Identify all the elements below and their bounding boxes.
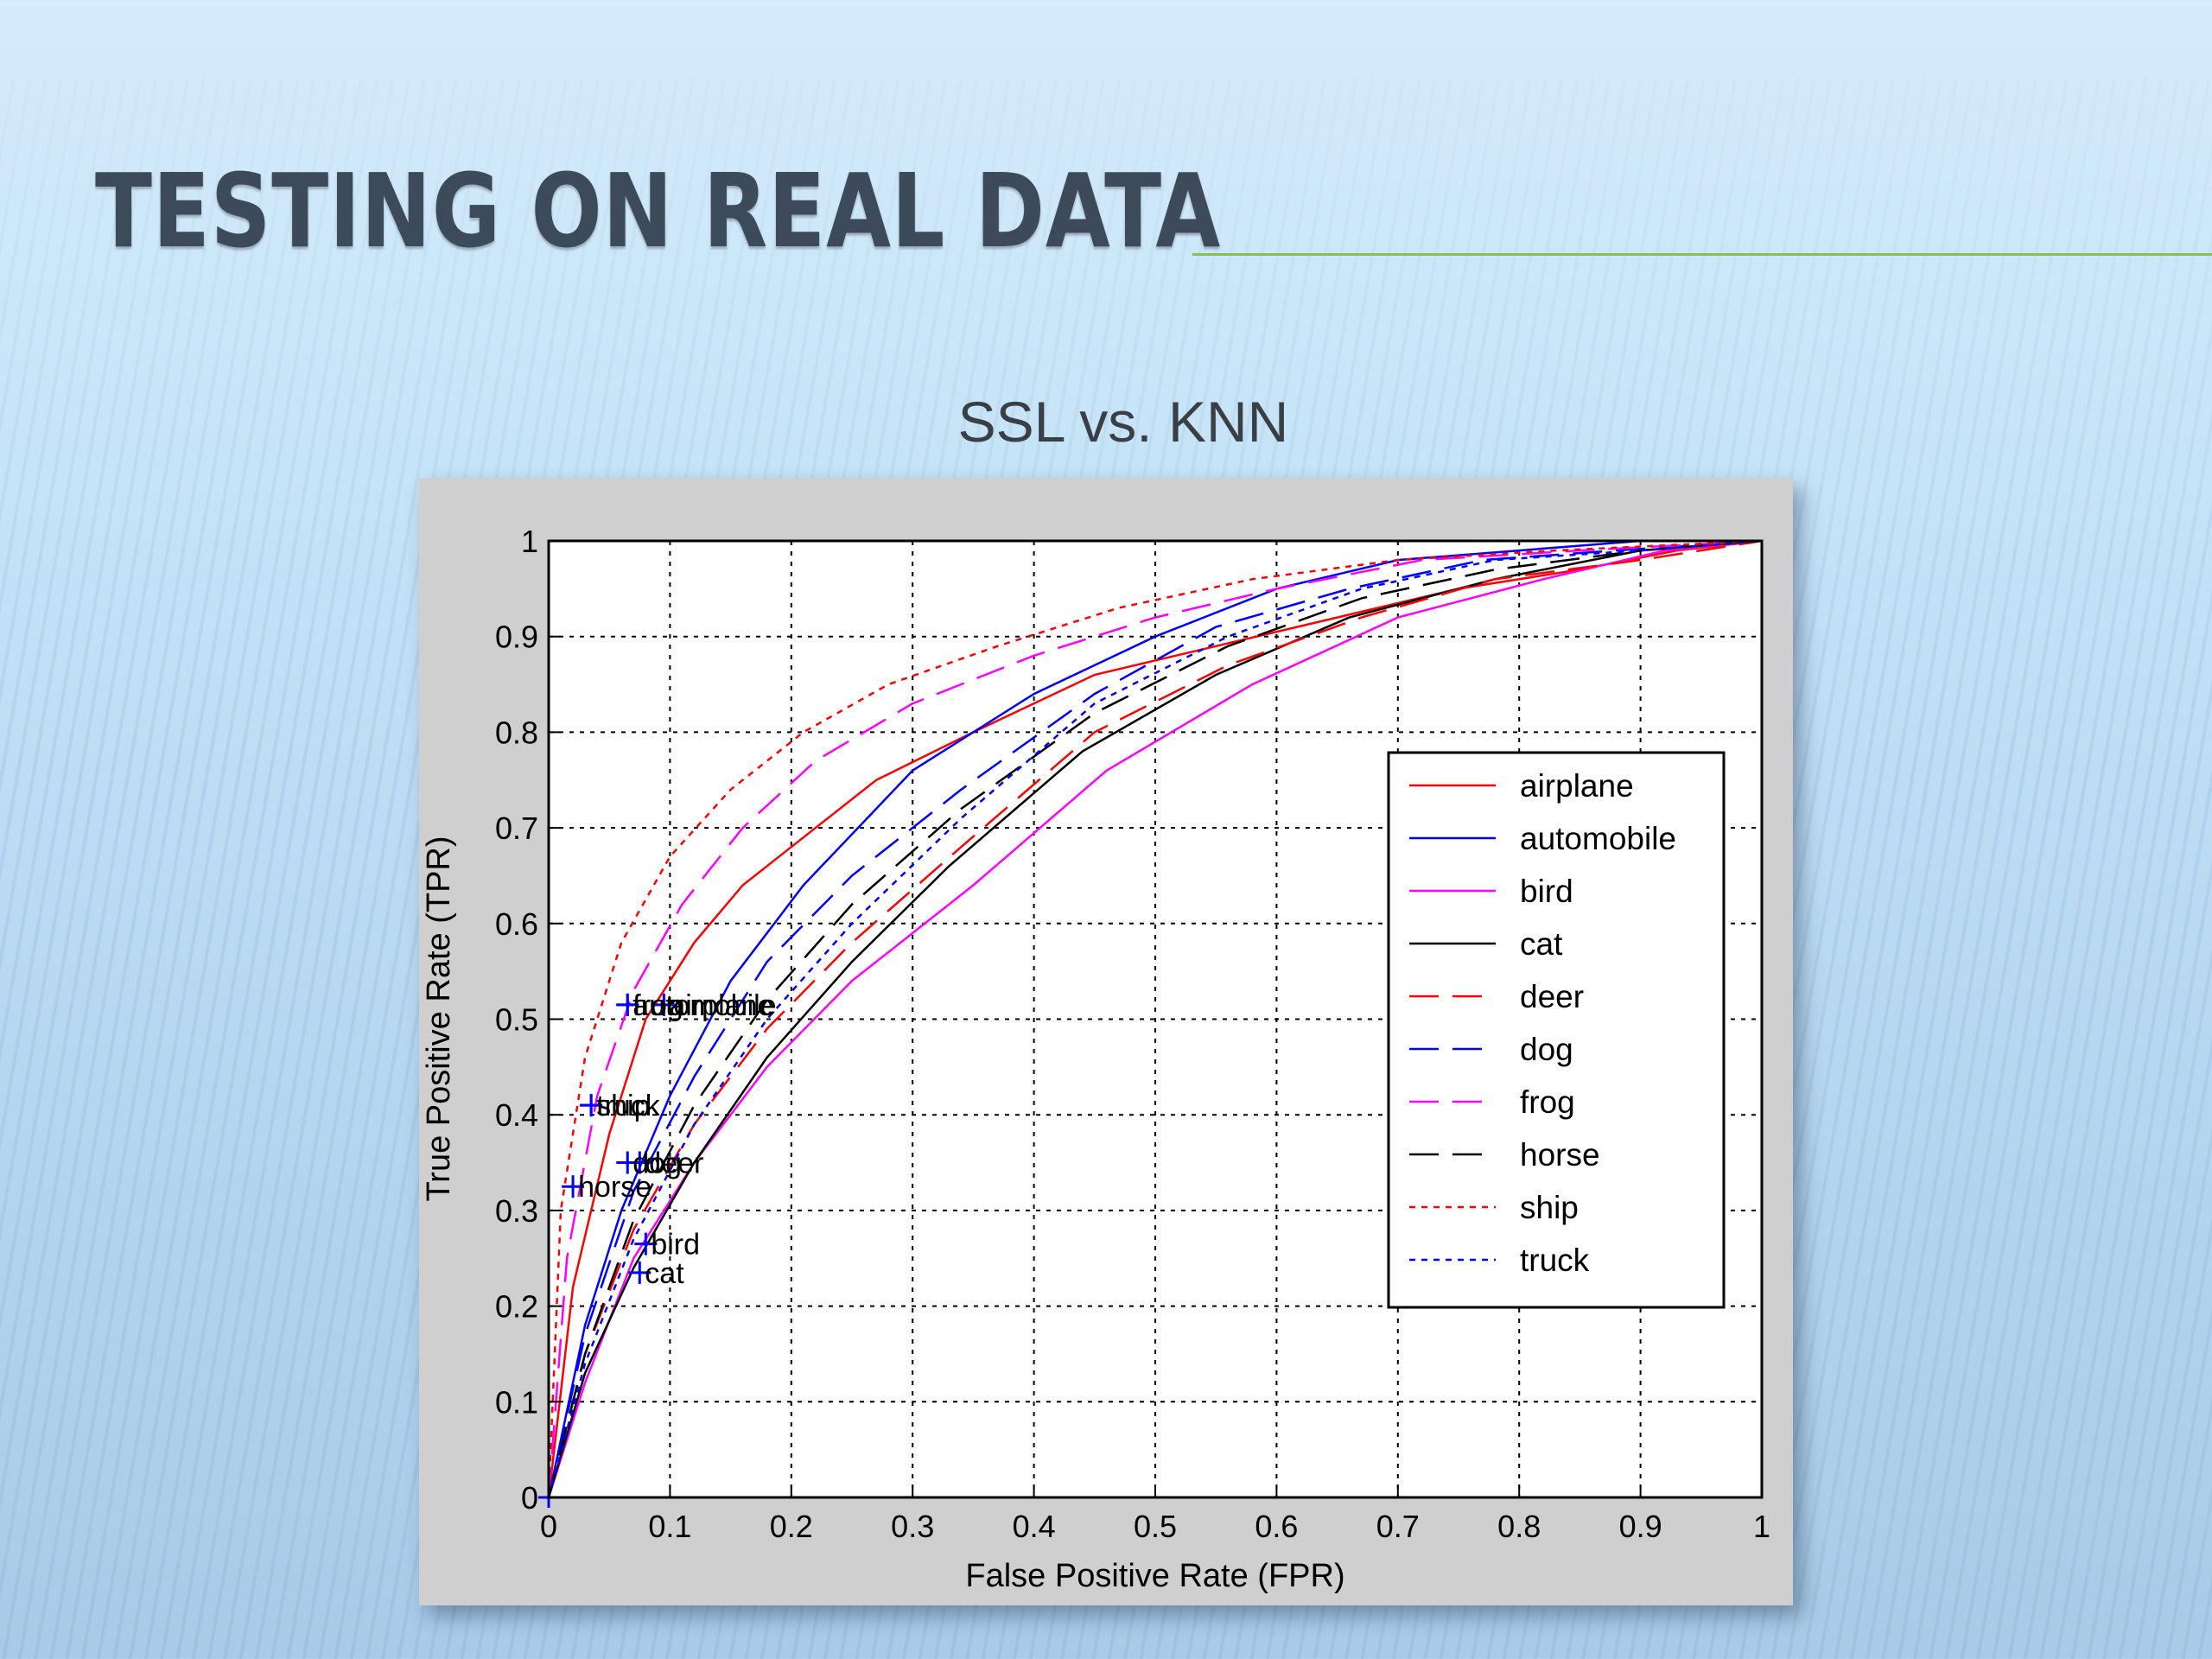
legend-box bbox=[1387, 751, 1726, 1309]
title-underline bbox=[1192, 253, 2212, 256]
x-axis-label: False Positive Rate (FPR) bbox=[965, 1558, 1344, 1594]
x-tick-label: 0.1 bbox=[648, 1509, 691, 1544]
point-label-frog: frog bbox=[632, 989, 683, 1022]
x-tick-label: 0.2 bbox=[770, 1509, 813, 1544]
point-marker-cat bbox=[628, 1261, 652, 1284]
legend-label-airplane: airplane bbox=[1520, 768, 1634, 804]
x-tick-label: 0 bbox=[540, 1509, 557, 1544]
point-marker-dog bbox=[616, 1151, 639, 1174]
x-tick-label: 0.4 bbox=[1013, 1509, 1056, 1544]
y-tick-label: 1 bbox=[521, 524, 538, 559]
series-line-frog bbox=[547, 539, 1763, 1498]
point-marker-horse bbox=[562, 1175, 585, 1198]
point-label-airplane: airplane bbox=[669, 989, 773, 1022]
legend-label-horse: horse bbox=[1520, 1137, 1600, 1173]
point-marker-truck bbox=[580, 1094, 603, 1117]
x-tick-label: 0.5 bbox=[1134, 1509, 1177, 1544]
legend-label-truck: truck bbox=[1520, 1243, 1590, 1278]
point-label-deer: deer bbox=[645, 1147, 703, 1180]
y-tick-label: 0.2 bbox=[495, 1289, 538, 1325]
y-tick-label: 0.7 bbox=[495, 810, 538, 846]
series-lines bbox=[547, 539, 1763, 1498]
point-label-truck: truck bbox=[596, 1090, 661, 1122]
legend-label-automobile: automobile bbox=[1520, 821, 1676, 856]
x-tick-label: 0.6 bbox=[1255, 1509, 1298, 1544]
chart-subtitle: SSL vs. KNN bbox=[957, 390, 1289, 454]
legend-label-cat: cat bbox=[1520, 926, 1563, 962]
axis-ticks: 0 0.1 0.2 0.3 0.4 0.5 0.6 0.7 0.8 0.9 1 0 0.1 0.2 0.3 0… bbox=[495, 524, 1770, 1544]
x-tick-label: 0.9 bbox=[1619, 1509, 1662, 1544]
legend: airplane automobile bird cat deer dog frog hors… bbox=[1387, 751, 1726, 1309]
point-label-horse: horse bbox=[578, 1171, 652, 1204]
x-tick-label: 0.3 bbox=[891, 1509, 934, 1544]
y-tick-label: 0.9 bbox=[495, 620, 538, 655]
series-line-airplane bbox=[547, 539, 1763, 1498]
x-tick-label: 1 bbox=[1753, 1509, 1770, 1544]
point-marker-airplane bbox=[652, 993, 676, 1016]
y-tick-label: 0.6 bbox=[495, 906, 538, 942]
series-line-horse bbox=[547, 539, 1763, 1498]
slide-title-wrap: TESTING ON REAL DATA bbox=[95, 160, 1468, 262]
point-label-ship: ship bbox=[596, 1090, 650, 1122]
series-line-dog bbox=[547, 539, 1763, 1498]
x-tick-label: 0.8 bbox=[1497, 1509, 1541, 1544]
slide-title: TESTING ON REAL DATA bbox=[95, 151, 1222, 270]
y-axis-label: True Positive Rate (TPR) bbox=[421, 836, 457, 1201]
series-line-automobile bbox=[547, 539, 1762, 1498]
legend-label-deer: deer bbox=[1520, 979, 1584, 1014]
y-tick-label: 0.4 bbox=[495, 1097, 538, 1133]
point-label-bird: bird bbox=[651, 1229, 700, 1262]
legend-label-ship: ship bbox=[1520, 1190, 1579, 1225]
y-tick-label: 0.3 bbox=[495, 1193, 538, 1229]
point-label-dog: dog bbox=[632, 1147, 682, 1180]
roc-chart: airplaneautomobilebirdcatdeerdogfroghors… bbox=[421, 524, 1770, 1594]
point-marker-frog bbox=[616, 993, 639, 1016]
legend-label-dog: dog bbox=[1520, 1032, 1573, 1067]
point-label-automobile: automobile bbox=[632, 989, 776, 1022]
y-tick-label: 0.5 bbox=[495, 1002, 538, 1038]
point-marker-bird bbox=[634, 1232, 658, 1255]
legend-label-frog: frog bbox=[1520, 1084, 1575, 1120]
y-tick-label: 0.8 bbox=[495, 715, 538, 750]
y-tick-label: 0.1 bbox=[495, 1384, 538, 1420]
point-label-cat: cat bbox=[645, 1257, 684, 1290]
series-line-ship bbox=[547, 539, 1763, 1498]
series-line-bird bbox=[547, 539, 1763, 1498]
chart-panel: airplane automobile bird cat deer dog frog hors… bbox=[419, 478, 1793, 1605]
y-tick-label: 0 bbox=[521, 1480, 538, 1516]
series-line-deer bbox=[547, 539, 1763, 1498]
x-tick-label: 0.7 bbox=[1376, 1509, 1420, 1544]
legend-label-bird: bird bbox=[1520, 874, 1573, 909]
